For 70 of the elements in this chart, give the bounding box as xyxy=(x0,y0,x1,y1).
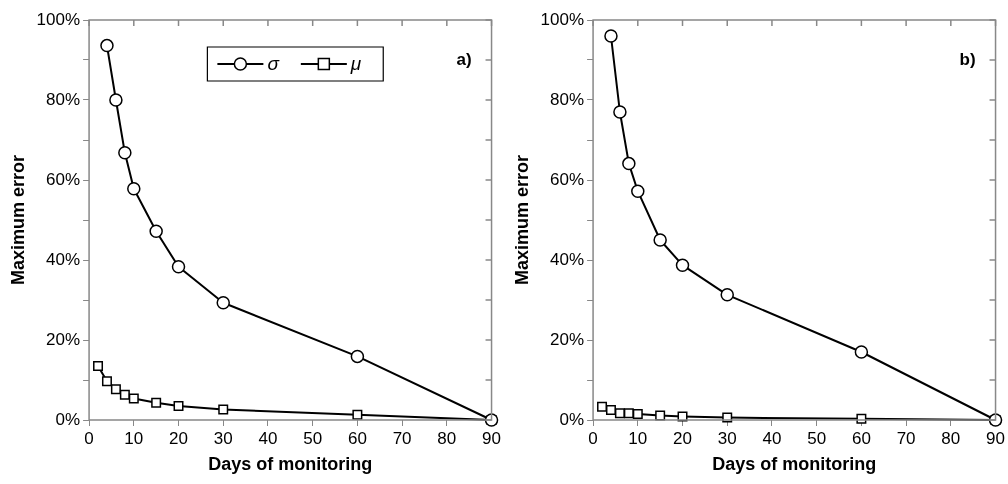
annotation: a) xyxy=(456,49,472,69)
x-tick-label: 10 xyxy=(628,428,648,448)
point xyxy=(614,408,625,419)
point xyxy=(127,182,141,196)
annotation: b) xyxy=(959,49,976,69)
y-tick-label: 0% xyxy=(559,409,585,429)
x-tick-label: 40 xyxy=(762,428,782,448)
point xyxy=(854,345,869,359)
y-tick-label: 40% xyxy=(550,249,585,269)
point xyxy=(350,349,365,364)
point xyxy=(622,156,636,171)
y-axis-title: Maximum error xyxy=(511,154,532,286)
point xyxy=(218,404,229,415)
point xyxy=(110,384,121,395)
legend-label: σ xyxy=(267,53,281,75)
x-tick-label: 20 xyxy=(169,428,188,448)
y-tick-label: 100% xyxy=(540,9,585,29)
point xyxy=(100,38,114,53)
point xyxy=(623,408,634,419)
x-tick-label: 0 xyxy=(588,428,598,448)
point xyxy=(109,93,123,107)
point xyxy=(597,401,608,412)
point xyxy=(128,393,139,404)
x-tick-label: 90 xyxy=(986,428,1006,448)
x-axis-title: Days of monitoring xyxy=(208,454,373,475)
x-tick-label: 50 xyxy=(807,428,827,448)
point xyxy=(118,146,132,160)
point xyxy=(653,233,667,247)
point xyxy=(216,296,230,310)
x-tick-label: 0 xyxy=(84,428,94,448)
x-tick-label: 50 xyxy=(303,428,323,448)
point xyxy=(119,389,130,400)
x-tick-label: 30 xyxy=(717,428,737,448)
y-tick-label: 80% xyxy=(550,89,585,109)
point xyxy=(631,184,645,198)
x-tick-label: 40 xyxy=(258,428,278,448)
point xyxy=(151,397,162,408)
y-axis-title: Maximum error xyxy=(7,154,28,286)
x-tick-label: 70 xyxy=(392,428,412,448)
x-tick-label: 80 xyxy=(941,428,961,448)
point xyxy=(720,288,734,302)
y-tick-label: 100% xyxy=(36,9,81,29)
point xyxy=(605,405,616,415)
y-tick-label: 20% xyxy=(46,329,81,349)
y-tick-label: 40% xyxy=(46,249,81,269)
point xyxy=(171,260,186,274)
x-axis-title: Days of monitoring xyxy=(712,454,877,475)
y-tick-label: 80% xyxy=(46,89,81,109)
x-tick-label: 20 xyxy=(673,428,692,448)
point xyxy=(173,401,184,411)
x-tick-label: 10 xyxy=(124,428,144,448)
point xyxy=(101,376,112,387)
point xyxy=(604,29,618,43)
y-tick-label: 20% xyxy=(550,329,585,349)
point xyxy=(352,409,363,420)
y-tick-label: 60% xyxy=(46,169,81,189)
x-tick-label: 60 xyxy=(347,428,367,448)
x-tick-label: 80 xyxy=(437,428,457,448)
point xyxy=(675,258,690,272)
x-tick-label: 30 xyxy=(213,428,233,448)
y-tick-label: 60% xyxy=(550,169,585,189)
point xyxy=(632,409,643,419)
point xyxy=(613,105,627,119)
x-tick-label: 90 xyxy=(482,428,502,448)
point xyxy=(93,361,104,371)
y-tick-label: 0% xyxy=(55,409,81,429)
point xyxy=(149,224,163,238)
x-tick-label: 60 xyxy=(851,428,871,448)
x-tick-label: 70 xyxy=(896,428,916,448)
legend-label: μ xyxy=(349,53,362,75)
